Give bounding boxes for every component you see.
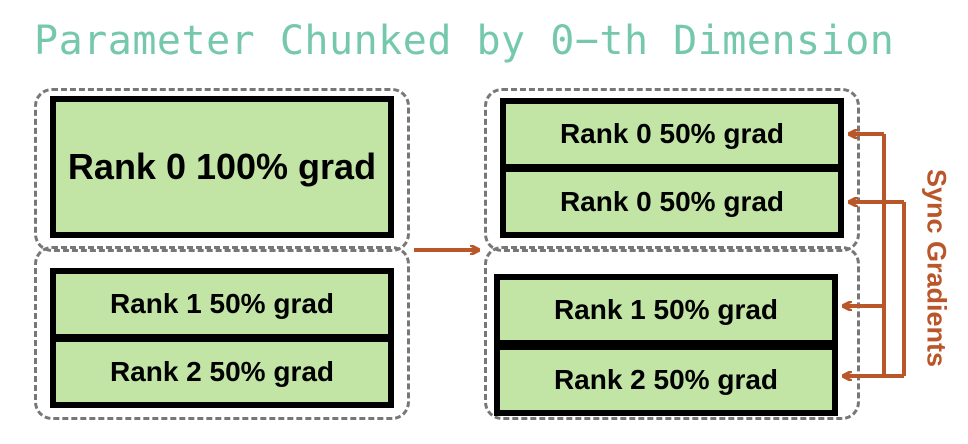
right-rank2-half-box: Rank 2 50% grad — [494, 344, 838, 416]
sync-gradients-label: Sync Gradients — [921, 168, 952, 368]
left-rank0-full-box: Rank 0 100% grad — [50, 96, 394, 238]
left-bottom-group — [34, 246, 410, 420]
diagram-title: Parameter Chunked by 0−th Dimension — [34, 18, 895, 64]
right-top-group — [484, 88, 860, 252]
right-rank0-half-box-a: Rank 0 50% grad — [500, 98, 844, 170]
right-rank1-half-box: Rank 1 50% grad — [494, 274, 838, 346]
left-top-group — [34, 88, 410, 252]
left-rank1-half-box: Rank 1 50% grad — [50, 268, 394, 340]
right-rank0-half-box-b: Rank 0 50% grad — [500, 166, 844, 238]
right-bottom-group — [484, 246, 860, 420]
left-rank2-half-box: Rank 2 50% grad — [50, 336, 394, 408]
